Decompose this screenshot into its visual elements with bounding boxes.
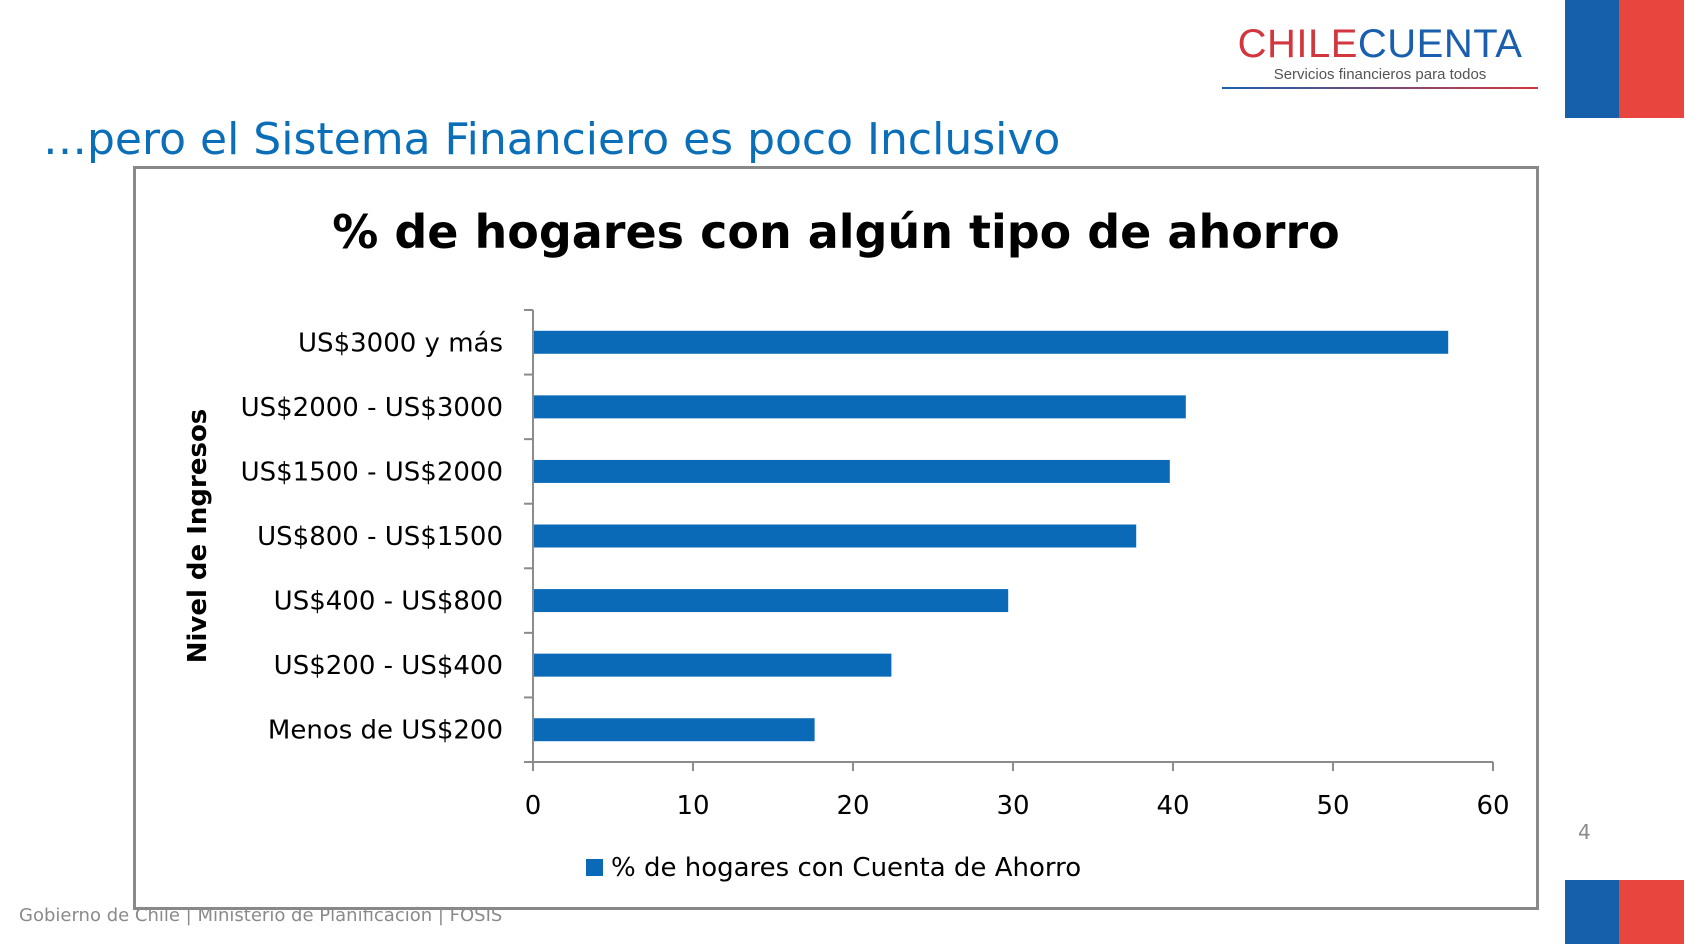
chart-title: % de hogares con algún tipo de ahorro	[332, 205, 1340, 259]
chilecuenta-logo: CHILECUENTA Servicios financieros para t…	[1222, 22, 1538, 89]
legend-label: % de hogares con Cuenta de Ahorro	[611, 853, 1081, 883]
chart-frame: % de hogares con algún tipo de ahorro Niv…	[133, 166, 1539, 910]
category-label: US$3000 y más	[298, 328, 503, 358]
logo-wordmark: CHILECUENTA	[1222, 22, 1538, 66]
legend-swatch	[586, 859, 603, 876]
flag-top	[1565, 0, 1684, 118]
bar	[534, 653, 892, 677]
x-tick-label: 50	[1316, 791, 1349, 821]
x-tick-label: 60	[1476, 791, 1509, 821]
x-tick-label: 10	[676, 791, 709, 821]
bar-chart: % de hogares con algún tipo de ahorro Niv…	[183, 205, 1510, 883]
bar	[534, 718, 815, 742]
x-tick-label: 20	[836, 791, 869, 821]
bar	[534, 459, 1170, 483]
logo-underline	[1222, 87, 1538, 89]
x-tick-label: 30	[996, 791, 1029, 821]
x-tick-label: 40	[1156, 791, 1189, 821]
page-number: 4	[1578, 820, 1591, 844]
category-label: US$200 - US$400	[274, 651, 503, 681]
category-label: US$2000 - US$3000	[241, 393, 503, 423]
bar	[534, 524, 1137, 548]
flag-blue-block	[1565, 880, 1619, 944]
category-label: US$400 - US$800	[274, 587, 503, 617]
slide-title: …pero el Sistema Financiero es poco Incl…	[43, 114, 1061, 165]
x-tick-label: 0	[525, 791, 542, 821]
logo-part-cuenta: CUENTA	[1357, 22, 1523, 66]
category-label: US$800 - US$1500	[257, 522, 503, 552]
bar	[534, 395, 1186, 419]
logo-part-chile: CHILE	[1237, 22, 1358, 66]
bar	[534, 330, 1449, 354]
flag-red-block	[1619, 0, 1684, 118]
category-label: Menos de US$200	[268, 716, 503, 746]
flag-red-block	[1619, 880, 1684, 944]
flag-bottom	[1565, 880, 1684, 944]
footer-text: Gobierno de Chile | Ministerio de Planif…	[19, 905, 503, 926]
flag-blue-block	[1565, 0, 1619, 118]
category-label: US$1500 - US$2000	[241, 457, 503, 487]
y-axis-label: Nivel de Ingresos	[183, 409, 213, 664]
logo-tagline: Servicios financieros para todos	[1273, 66, 1487, 83]
bar	[534, 589, 1009, 613]
